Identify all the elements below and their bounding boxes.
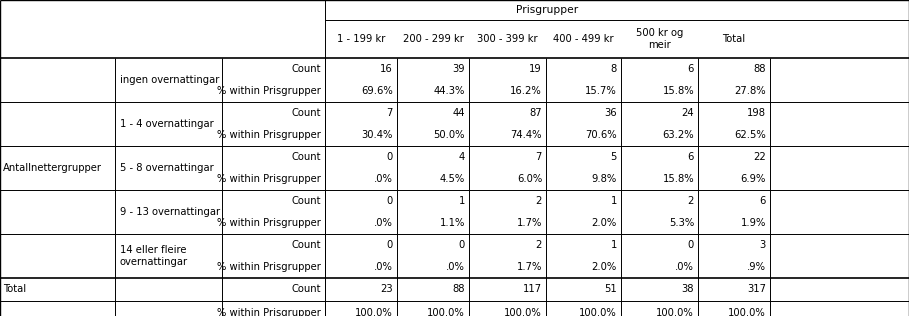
Text: 2: 2 [687, 196, 694, 206]
Text: 8: 8 [611, 64, 617, 74]
Text: 400 - 499 kr: 400 - 499 kr [554, 34, 614, 44]
Text: % within Prisgrupper: % within Prisgrupper [217, 307, 321, 316]
Text: Prisgrupper: Prisgrupper [516, 5, 579, 15]
Text: 27.8%: 27.8% [734, 86, 766, 96]
Text: 44.3%: 44.3% [434, 86, 465, 96]
Text: 100.0%: 100.0% [427, 307, 465, 316]
Text: 2: 2 [535, 196, 542, 206]
Text: 100.0%: 100.0% [504, 307, 542, 316]
Text: 88: 88 [754, 64, 766, 74]
Text: 1: 1 [611, 240, 617, 250]
Text: 4.5%: 4.5% [440, 174, 465, 184]
Text: 87: 87 [529, 108, 542, 118]
Text: 5.3%: 5.3% [669, 218, 694, 228]
Text: 100.0%: 100.0% [728, 307, 766, 316]
Text: % within Prisgrupper: % within Prisgrupper [217, 218, 321, 228]
Text: 50.0%: 50.0% [434, 130, 465, 140]
Text: 7: 7 [386, 108, 393, 118]
Text: 117: 117 [523, 284, 542, 295]
Text: 74.4%: 74.4% [511, 130, 542, 140]
Text: 0: 0 [386, 196, 393, 206]
Text: 16.2%: 16.2% [510, 86, 542, 96]
Text: .0%: .0% [375, 218, 393, 228]
Text: 70.6%: 70.6% [585, 130, 617, 140]
Text: 63.2%: 63.2% [663, 130, 694, 140]
Text: .0%: .0% [375, 262, 393, 272]
Text: 24: 24 [682, 108, 694, 118]
Text: 0: 0 [688, 240, 694, 250]
Text: 6: 6 [687, 152, 694, 162]
Text: 9.8%: 9.8% [592, 174, 617, 184]
Text: 300 - 399 kr: 300 - 399 kr [477, 34, 538, 44]
Text: 5 - 8 overnattingar: 5 - 8 overnattingar [120, 163, 214, 173]
Text: Antallnettergrupper: Antallnettergrupper [3, 163, 102, 173]
Text: 2: 2 [535, 240, 542, 250]
Text: 4: 4 [459, 152, 465, 162]
Text: 198: 198 [747, 108, 766, 118]
Text: .0%: .0% [675, 262, 694, 272]
Text: 7: 7 [535, 152, 542, 162]
Text: 38: 38 [682, 284, 694, 295]
Text: 6.9%: 6.9% [741, 174, 766, 184]
Text: Count: Count [292, 240, 321, 250]
Text: 0: 0 [386, 152, 393, 162]
Text: % within Prisgrupper: % within Prisgrupper [217, 130, 321, 140]
Text: 30.4%: 30.4% [362, 130, 393, 140]
Text: ingen overnattingar: ingen overnattingar [120, 75, 219, 85]
Text: Total: Total [723, 34, 745, 44]
Text: 500 kr og
meir: 500 kr og meir [635, 28, 684, 50]
Text: 62.5%: 62.5% [734, 130, 766, 140]
Text: 200 - 299 kr: 200 - 299 kr [403, 34, 464, 44]
Text: 0: 0 [459, 240, 465, 250]
Text: Count: Count [292, 196, 321, 206]
Text: 1 - 4 overnattingar: 1 - 4 overnattingar [120, 119, 214, 129]
Text: 22: 22 [754, 152, 766, 162]
Text: 1.1%: 1.1% [440, 218, 465, 228]
Text: 15.8%: 15.8% [663, 86, 694, 96]
Text: .0%: .0% [446, 262, 465, 272]
Text: 2.0%: 2.0% [592, 218, 617, 228]
Text: 1.7%: 1.7% [516, 262, 542, 272]
Text: 1: 1 [611, 196, 617, 206]
Text: 9 - 13 overnattingar: 9 - 13 overnattingar [120, 207, 220, 217]
Text: 6: 6 [687, 64, 694, 74]
Text: 19: 19 [529, 64, 542, 74]
Text: Count: Count [292, 108, 321, 118]
Text: Count: Count [292, 64, 321, 74]
Text: 3: 3 [760, 240, 766, 250]
Text: 36: 36 [604, 108, 617, 118]
Text: Count: Count [292, 284, 321, 295]
Text: 100.0%: 100.0% [579, 307, 617, 316]
Text: .9%: .9% [747, 262, 766, 272]
Text: 6.0%: 6.0% [516, 174, 542, 184]
Text: 100.0%: 100.0% [656, 307, 694, 316]
Text: 1.9%: 1.9% [741, 218, 766, 228]
Text: 15.7%: 15.7% [585, 86, 617, 96]
Text: 88: 88 [453, 284, 465, 295]
Text: 1: 1 [459, 196, 465, 206]
Text: 0: 0 [386, 240, 393, 250]
Text: 5: 5 [611, 152, 617, 162]
Text: 15.8%: 15.8% [663, 174, 694, 184]
Text: .0%: .0% [375, 174, 393, 184]
Text: 317: 317 [747, 284, 766, 295]
Text: % within Prisgrupper: % within Prisgrupper [217, 86, 321, 96]
Text: Count: Count [292, 152, 321, 162]
Text: 2.0%: 2.0% [592, 262, 617, 272]
Text: 1 - 199 kr: 1 - 199 kr [337, 34, 385, 44]
Text: 14 eller fleire
overnattingar: 14 eller fleire overnattingar [120, 245, 188, 267]
Text: 69.6%: 69.6% [361, 86, 393, 96]
Text: Total: Total [3, 284, 26, 295]
Text: 51: 51 [604, 284, 617, 295]
Text: 23: 23 [380, 284, 393, 295]
Text: 6: 6 [760, 196, 766, 206]
Text: 44: 44 [453, 108, 465, 118]
Text: % within Prisgrupper: % within Prisgrupper [217, 262, 321, 272]
Text: % within Prisgrupper: % within Prisgrupper [217, 174, 321, 184]
Text: 16: 16 [380, 64, 393, 74]
Text: 39: 39 [453, 64, 465, 74]
Text: 1.7%: 1.7% [516, 218, 542, 228]
Text: 100.0%: 100.0% [355, 307, 393, 316]
